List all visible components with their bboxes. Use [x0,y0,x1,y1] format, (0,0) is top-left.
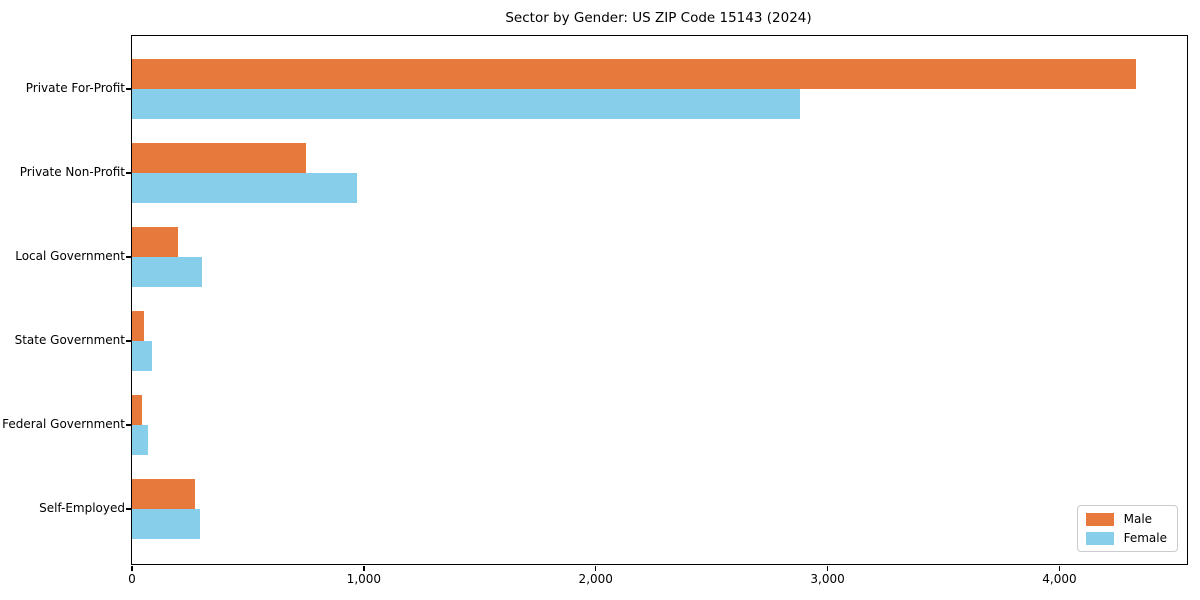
y-tick [125,340,131,342]
y-axis-labels: Private For-Profit Private Non-Profit Loca… [0,35,125,563]
y-tick [125,172,131,174]
y-tick-label: State Government [14,333,125,347]
y-tick [125,508,131,510]
legend-label-female: Female [1123,531,1167,545]
x-tick [826,565,829,571]
x-tick [363,565,365,571]
legend-swatch-female [1085,531,1114,545]
bar-male-local-government [132,227,179,257]
bar-female-private-for-profit [132,89,800,119]
bar-male-self-employed [132,479,195,509]
bar-male-private-non-profit [132,143,306,173]
bar-female-local-government [132,257,202,287]
bar-male-state-government [132,311,144,341]
chart-title: Sector by Gender: US ZIP Code 15143 (202… [505,10,812,26]
y-tick-label: Private Non-Profit [19,165,125,179]
bar-female-state-government [132,341,152,371]
bar-female-federal-government [132,425,149,455]
legend-swatch-male [1085,512,1114,526]
y-tick [125,424,131,426]
bar-female-private-non-profit [132,173,357,203]
legend-item-female: Female [1085,531,1167,545]
x-tick-label: 3,000 [810,572,845,586]
x-tick [594,565,597,571]
plot-area: Male Female 0 1,000 2,000 3,000 4,000 [125,35,1188,586]
y-tick [125,256,131,258]
x-tick-label: 0 [128,572,136,586]
y-tick-label: Private For-Profit [25,81,125,95]
y-tick-label: Federal Government [2,417,125,431]
legend: Male Female [1076,505,1178,552]
x-tick-label: 4,000 [1042,572,1077,586]
bar-female-self-employed [132,509,201,539]
y-tick-label: Self-Employed [39,501,125,515]
x-tick [131,565,133,571]
bar-male-private-for-profit [132,59,1136,89]
y-tick [125,88,131,90]
legend-item-male: Male [1085,512,1167,526]
x-tick-label: 1,000 [346,572,382,586]
x-tick-label: 2,000 [578,572,613,586]
bar-male-federal-government [132,395,143,425]
legend-label-male: Male [1123,512,1153,526]
y-tick-label: Local Government [15,249,125,263]
x-tick [1058,565,1061,571]
